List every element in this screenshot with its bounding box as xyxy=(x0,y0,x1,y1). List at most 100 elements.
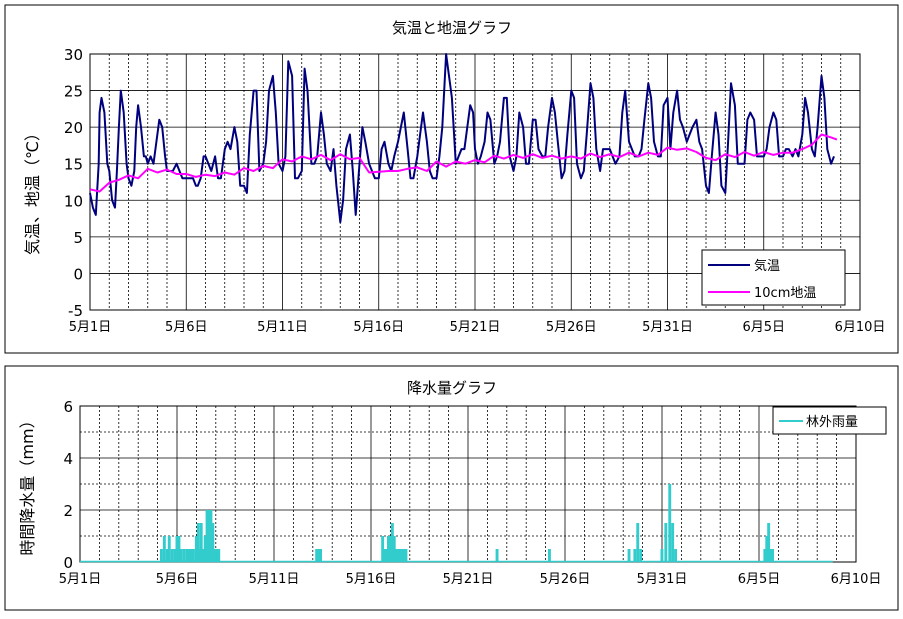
x-tick-label: 5月16日 xyxy=(353,320,404,335)
temp-chart-ylabel: 気温、地温（℃） xyxy=(23,125,42,255)
rain-bar xyxy=(769,549,773,562)
rain-bar xyxy=(189,549,192,562)
rain-bar xyxy=(207,510,211,562)
rain-bar xyxy=(381,536,385,562)
rain-bar xyxy=(175,536,179,562)
rain-bar xyxy=(211,523,215,562)
x-tick-label: 5月11日 xyxy=(257,320,308,335)
rain-bar xyxy=(383,549,386,562)
x-tick-label: 5月6日 xyxy=(156,572,199,587)
x-tick-label: 5月6日 xyxy=(165,320,208,335)
rain-bar xyxy=(209,510,213,562)
x-tick-label: 5月11日 xyxy=(249,572,300,587)
rain-bar xyxy=(203,536,207,562)
rain-bar xyxy=(639,549,643,562)
rain-bar xyxy=(215,549,219,562)
rain-bar xyxy=(636,523,640,562)
rain-bar xyxy=(201,549,205,562)
rain-chart-title: 降水量グラフ xyxy=(407,379,497,397)
rain-bar xyxy=(765,536,769,562)
rain-bar xyxy=(548,549,551,562)
rain-chart-ylabel: 時間降水量（mm） xyxy=(18,412,37,555)
rain-bar xyxy=(205,510,209,562)
rain-bar xyxy=(664,523,668,562)
rain-bar xyxy=(170,549,174,562)
rain-bar xyxy=(319,549,322,562)
rain-bar xyxy=(213,549,217,562)
x-tick-label: 6月5日 xyxy=(738,572,781,587)
x-tick-label: 5月31日 xyxy=(642,320,693,335)
y-tick-label: 6 xyxy=(63,398,73,416)
rain-bar xyxy=(199,523,203,562)
rain-bar xyxy=(385,549,388,562)
rain-bar xyxy=(668,484,672,562)
y-tick-label: 4 xyxy=(63,450,73,468)
x-tick-label: 5月31日 xyxy=(637,572,688,587)
temp-chart: -5 0 5 10 15 20 25 30 5月1日 5月6日 5月11日 5月16日 5月21日 5月2… xyxy=(64,46,886,335)
x-tick-label: 6月5日 xyxy=(742,320,785,335)
rain-bar xyxy=(767,523,771,562)
rain-bar xyxy=(388,536,392,562)
rain-bar xyxy=(771,549,774,562)
rain-chart: 0 2 4 6 5月1日 5月6日 5月11日 5月16日 5月21日 5月26日 5月31日 6月5… xyxy=(59,398,887,587)
x-tick-label: 5月26日 xyxy=(540,572,591,587)
rain-bar xyxy=(387,536,390,562)
x-tick-label: 5月1日 xyxy=(69,320,112,335)
y-tick-label: 0 xyxy=(63,554,73,572)
rain-bar xyxy=(173,549,177,562)
rain-bar xyxy=(404,549,408,562)
rain-bar xyxy=(185,549,189,562)
x-tick-label: 6月10日 xyxy=(831,572,882,587)
rain-bar xyxy=(394,549,398,562)
x-tick-label: 6月10日 xyxy=(835,320,886,335)
rain-bar xyxy=(217,549,221,562)
rain-bar xyxy=(660,549,664,562)
legend-box xyxy=(772,406,887,435)
rain-bar xyxy=(182,549,186,562)
x-tick-label: 5月1日 xyxy=(59,572,102,587)
rain-bar xyxy=(315,549,319,562)
rain-bar xyxy=(179,549,183,562)
rain-bar xyxy=(194,536,198,562)
rain-legend: 林外雨量 xyxy=(772,406,887,435)
rain-bar xyxy=(627,549,631,562)
rain-bar xyxy=(392,536,396,562)
rain-bar xyxy=(671,523,675,562)
rain-bar xyxy=(400,549,404,562)
rain-bar xyxy=(390,523,394,562)
rain-bar xyxy=(398,549,402,562)
legend-label: 10cm地温 xyxy=(754,286,816,301)
y-tick-label: 0 xyxy=(73,265,83,283)
rain-bar xyxy=(197,549,201,562)
temp-legend: 気温 10cm地温 xyxy=(701,249,846,306)
rain-bar xyxy=(317,549,321,562)
rain-bar xyxy=(192,549,195,562)
rain-bar xyxy=(396,549,400,562)
y-tick-label: 30 xyxy=(64,46,83,64)
series-line-soil-temp xyxy=(89,133,838,193)
legend-label: 林外雨量 xyxy=(806,415,858,430)
rain-bar xyxy=(674,549,677,562)
series-line-air-temp xyxy=(89,53,835,224)
rain-bar xyxy=(165,549,169,562)
y-tick-label: 2 xyxy=(63,502,73,520)
y-tick-label: -5 xyxy=(68,302,83,320)
temp-chart-title: 気温と地温グラフ xyxy=(392,19,512,37)
x-tick-label: 5月21日 xyxy=(450,320,501,335)
rain-bar xyxy=(763,549,767,562)
rain-bar xyxy=(160,549,163,562)
rain-bar xyxy=(167,536,171,562)
y-tick-label: 20 xyxy=(64,119,83,137)
y-tick-label: 10 xyxy=(64,192,83,210)
rain-bar xyxy=(495,549,499,562)
rain-bar xyxy=(402,549,406,562)
legend-box xyxy=(701,249,846,306)
rain-bar xyxy=(177,536,181,562)
y-tick-label: 5 xyxy=(73,229,83,247)
x-tick-label: 5月21日 xyxy=(443,572,494,587)
x-tick-label: 5月26日 xyxy=(546,320,597,335)
rain-bar xyxy=(196,523,200,562)
rain-bar xyxy=(162,536,166,562)
x-tick-label: 5月16日 xyxy=(346,572,397,587)
